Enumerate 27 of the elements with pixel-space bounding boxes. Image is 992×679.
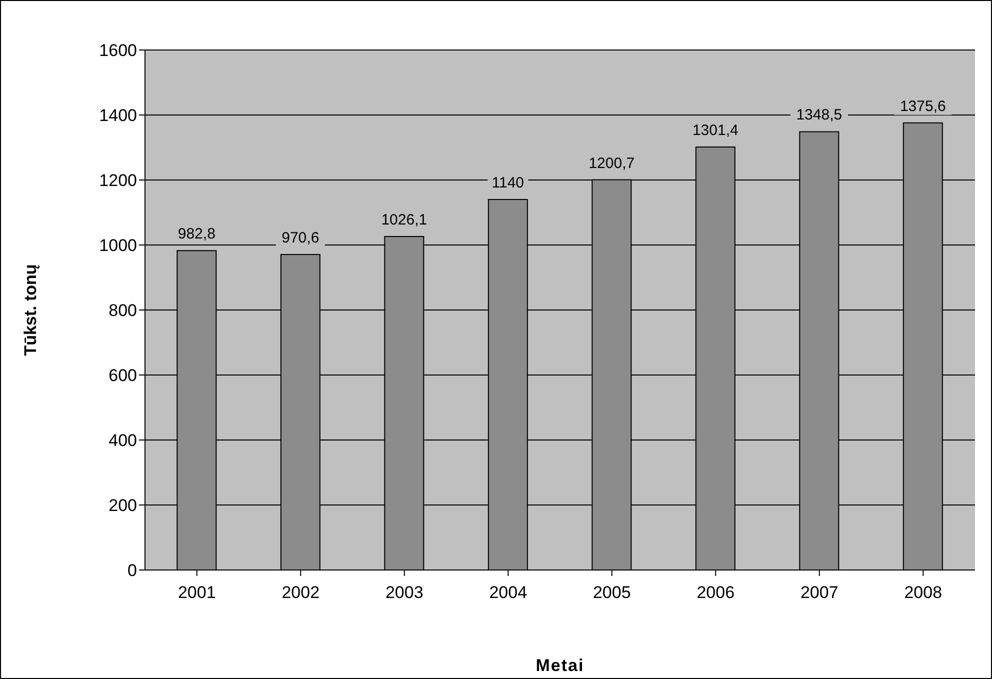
y-tick-label: 400 [108, 431, 137, 450]
y-tick-label: 1200 [99, 171, 137, 190]
y-tick-label: 600 [108, 366, 137, 386]
x-tick-label: 2003 [385, 583, 424, 602]
x-tick-label: 2007 [800, 583, 838, 602]
y-axis-title: Tūkst. tonų [21, 264, 40, 356]
data-label: 1301,4 [692, 122, 738, 140]
y-tick-label: 1600 [99, 41, 137, 60]
x-tick-label: 2004 [489, 583, 528, 602]
y-tick-label: 200 [108, 496, 137, 516]
y-tick-label: 1400 [99, 106, 137, 126]
y-tick-label: 0 [128, 561, 137, 580]
x-tick-label: 2006 [696, 583, 735, 602]
data-label: 970,6 [282, 230, 320, 247]
x-tick-label: 2008 [904, 583, 942, 602]
x-tick-label: 2002 [282, 583, 320, 602]
data-label: 1348,5 [796, 106, 842, 124]
y-tick-label: 1000 [99, 236, 137, 256]
data-label: 1200,7 [588, 154, 635, 172]
x-tick-label: 2001 [178, 583, 216, 602]
y-tick-label: 800 [108, 301, 137, 320]
data-label: 1375,6 [900, 98, 946, 115]
data-label: 1140 [492, 174, 524, 192]
x-axis-title: Metai [536, 656, 584, 675]
x-tick-label: 2005 [592, 583, 631, 602]
data-label: 982,8 [178, 226, 216, 243]
data-label: 1026,1 [381, 212, 428, 229]
